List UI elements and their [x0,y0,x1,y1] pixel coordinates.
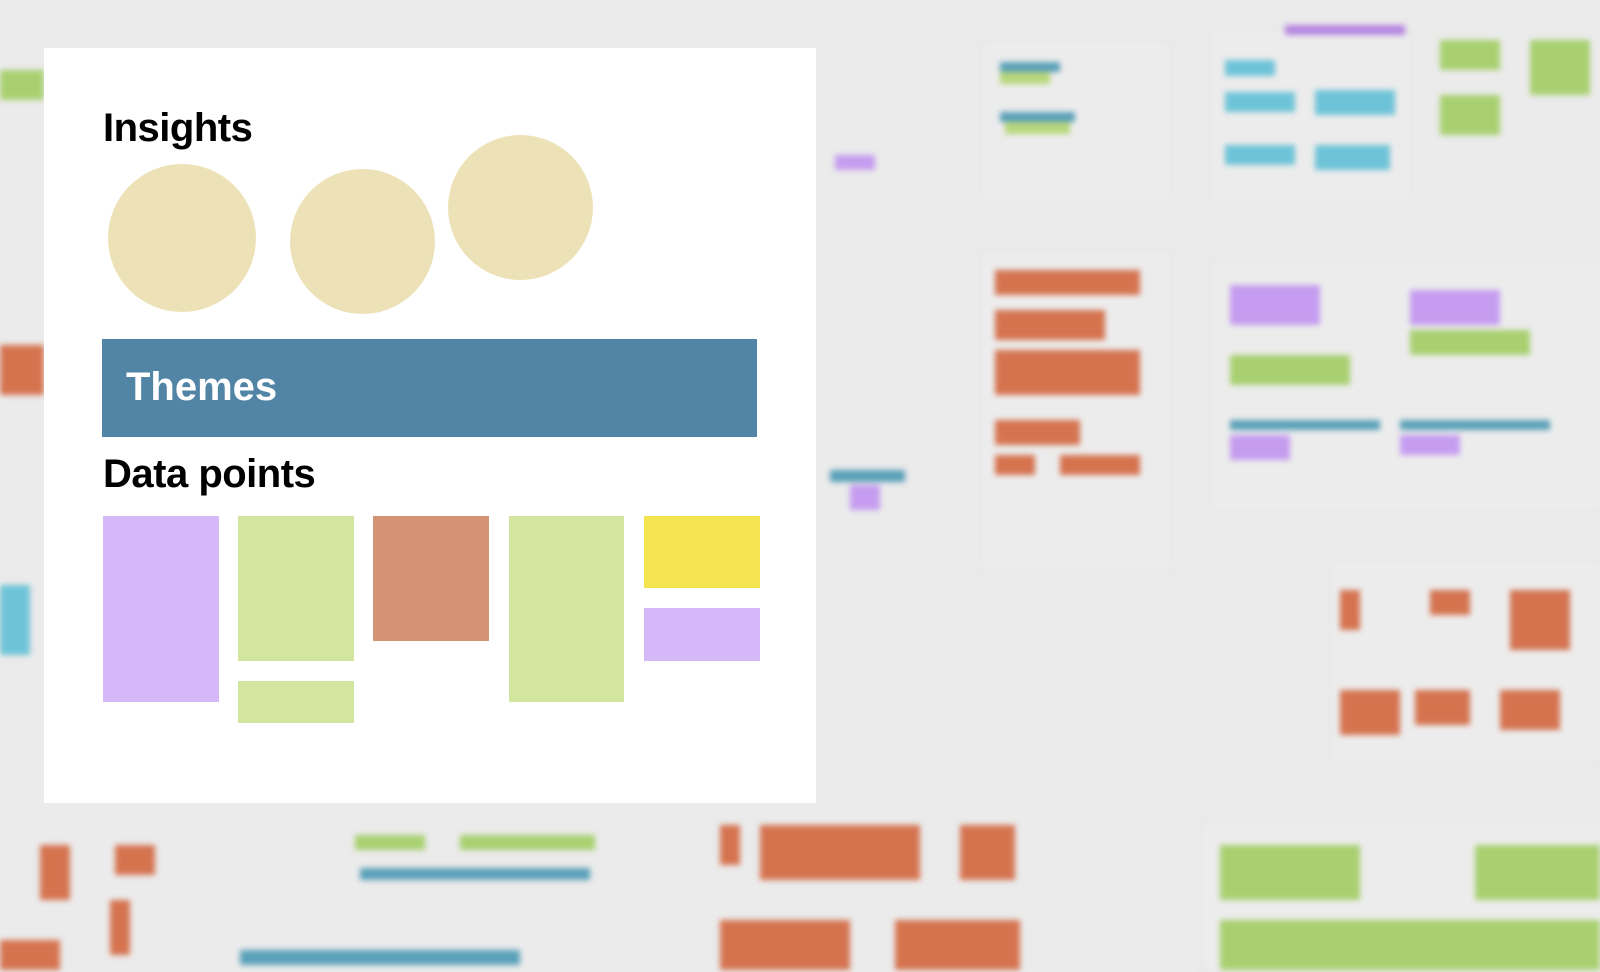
insight-sticky-3[interactable] [448,135,593,280]
data-point-note[interactable] [238,516,354,661]
board-frame[interactable]: Insights Themes Data points [44,48,816,803]
data-point-note[interactable] [238,681,354,723]
insights-heading: Insights [103,106,253,150]
data-points-heading: Data points [103,452,316,496]
data-point-note[interactable] [644,608,760,661]
data-point-note[interactable] [509,516,624,702]
data-point-note[interactable] [103,516,219,702]
insight-sticky-2[interactable] [290,169,435,314]
data-point-note[interactable] [373,516,489,641]
insight-sticky-1[interactable] [108,164,256,312]
themes-banner[interactable]: Themes [102,339,757,437]
themes-label: Themes [126,365,278,409]
data-point-note[interactable] [644,516,760,588]
